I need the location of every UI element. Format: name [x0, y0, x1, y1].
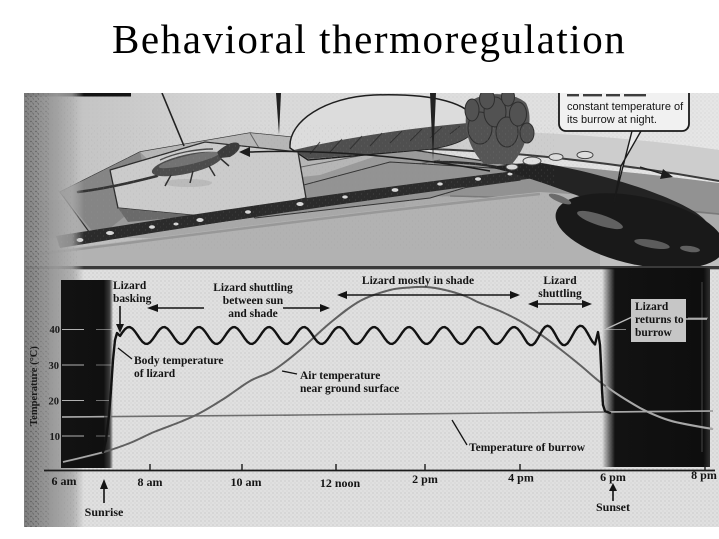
svg-text:constant temperature of: constant temperature of: [567, 101, 684, 113]
svg-text:Lizard mostly in shade: Lizard mostly in shade: [362, 275, 474, 287]
svg-text:between sun: between sun: [223, 295, 284, 307]
svg-text:Body temperature: Body temperature: [134, 355, 224, 367]
svg-text:Air temperature: Air temperature: [300, 370, 380, 382]
svg-text:its burrow at night.: its burrow at night.: [567, 114, 657, 126]
svg-text:of lizard: of lizard: [134, 368, 176, 380]
svg-text:Temperature (°C): Temperature (°C): [29, 346, 40, 426]
svg-text:near ground surface: near ground surface: [300, 383, 399, 395]
svg-text:8 am: 8 am: [138, 475, 163, 489]
svg-text:12 noon: 12 noon: [320, 476, 361, 490]
svg-text:burrow: burrow: [635, 327, 673, 339]
svg-text:20: 20: [49, 397, 60, 408]
svg-text:Lizard: Lizard: [543, 275, 577, 287]
svg-text:6 pm: 6 pm: [600, 470, 626, 484]
svg-text:6 am: 6 am: [52, 474, 77, 488]
svg-text:4 pm: 4 pm: [508, 471, 534, 485]
svg-text:Sunset: Sunset: [596, 500, 630, 514]
svg-text:8 pm: 8 pm: [691, 468, 717, 482]
svg-text:Lizard: Lizard: [635, 301, 669, 313]
svg-text:10 am: 10 am: [231, 475, 262, 489]
svg-text:Sunrise: Sunrise: [85, 505, 124, 519]
svg-text:basking: basking: [113, 293, 152, 305]
svg-text:returns to: returns to: [635, 314, 684, 326]
svg-text:Lizard shuttling: Lizard shuttling: [213, 282, 293, 294]
svg-text:shuttling: shuttling: [538, 288, 582, 300]
svg-text:10: 10: [50, 432, 61, 443]
svg-text:40: 40: [50, 325, 61, 336]
svg-text:Temperature of burrow: Temperature of burrow: [469, 442, 586, 454]
svg-text:Lizard: Lizard: [113, 280, 147, 292]
svg-text:2 pm: 2 pm: [412, 472, 438, 486]
svg-text:and shade: and shade: [228, 308, 278, 320]
svg-text:30: 30: [49, 361, 60, 372]
